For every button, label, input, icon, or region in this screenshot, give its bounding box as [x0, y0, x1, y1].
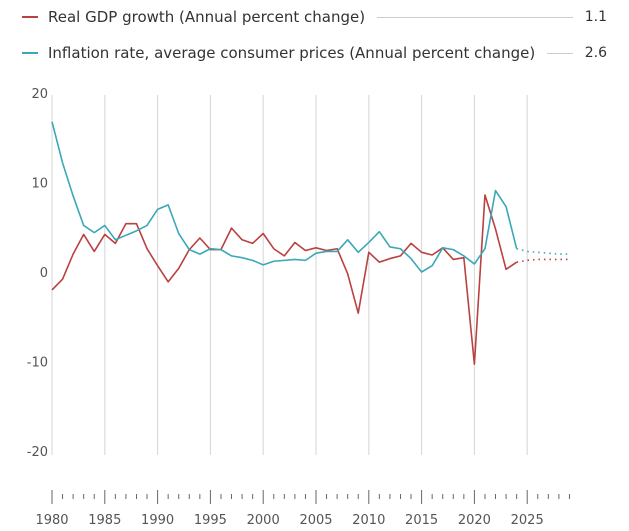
y-tick-label: 0	[40, 266, 48, 281]
x-tick-label: 2025	[511, 513, 544, 528]
gdp-swatch	[22, 16, 38, 18]
x-tick-label: 2020	[458, 513, 491, 528]
legend-value-inflation: 2.6	[584, 45, 607, 61]
series-line-inflation	[51, 121, 518, 273]
legend-item-gdp[interactable]: Real GDP growth (Annual percent change) …	[22, 7, 607, 27]
x-tick-label: 2005	[299, 513, 332, 528]
y-tick-label: 10	[31, 177, 48, 192]
inflation-swatch	[22, 52, 38, 54]
projection-line-inflation	[516, 247, 570, 255]
legend-item-inflation[interactable]: Inflation rate, average consumer prices …	[22, 43, 607, 63]
series-line-gdp	[51, 194, 518, 365]
legend-leader	[547, 52, 573, 54]
legend-value-gdp: 1.1	[584, 9, 607, 25]
legend-leader	[377, 16, 573, 18]
projection-line-gdp	[516, 258, 570, 263]
x-tick-label: 2000	[247, 513, 280, 528]
legend-label-inflation: Inflation rate, average consumer prices …	[48, 44, 536, 62]
y-tick-label: 20	[31, 87, 48, 102]
x-tick-label: 2010	[352, 513, 385, 528]
x-tick-label: 1990	[141, 513, 174, 528]
y-tick-label: -20	[27, 445, 48, 460]
y-tick-label: -10	[27, 356, 48, 371]
x-tick-label: 1980	[35, 513, 68, 528]
legend-label-gdp: Real GDP growth (Annual percent change)	[48, 8, 366, 26]
x-tick-label: 1995	[194, 513, 227, 528]
x-tick-label: 2015	[405, 513, 438, 528]
x-tick-label: 1985	[88, 513, 121, 528]
